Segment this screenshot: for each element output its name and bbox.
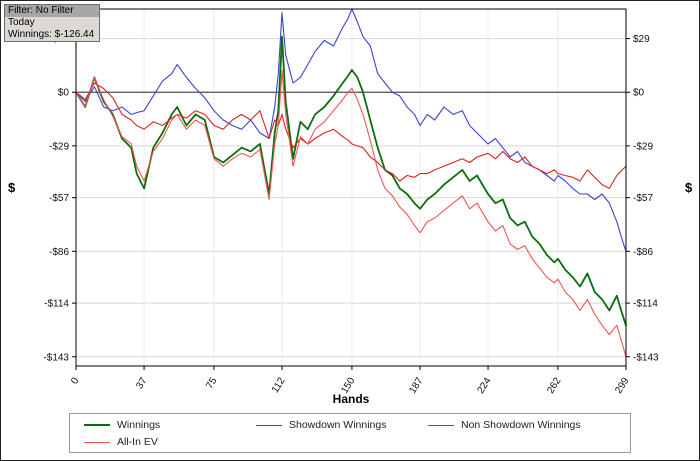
- y-tick-label-left: -$143: [43, 352, 69, 363]
- legend-label-all-in-ev: All-In EV: [117, 436, 158, 448]
- legend-label-showdown-winnings: Showdown Winnings: [289, 419, 387, 431]
- legend-swatch-non-showdown-winnings: [428, 424, 454, 426]
- series-winnings: [75, 35, 627, 327]
- y-tick-label-right: $0: [633, 88, 645, 99]
- legend-item-showdown-winnings: Showdown Winnings: [256, 418, 428, 432]
- y-tick-label-left: -$29: [49, 141, 69, 152]
- x-tick-label: 75: [204, 375, 219, 391]
- plot-border: [75, 8, 627, 367]
- legend-item-non-showdown-winnings: Non Showdown Winnings: [428, 418, 600, 432]
- x-axis-title: Hands: [332, 392, 370, 406]
- y-axis-title-left: $: [8, 180, 16, 195]
- plot-area: [76, 9, 626, 366]
- x-tick-label: 0: [69, 375, 82, 386]
- x-tick-label: 37: [134, 375, 149, 391]
- y-tick-label-right: -$57: [633, 193, 653, 204]
- y-tick-label-left: -$114: [44, 299, 69, 310]
- y-tick-label-right: -$86: [633, 247, 653, 258]
- series-showdown-winnings: [75, 8, 627, 252]
- legend-label-winnings: Winnings: [117, 419, 161, 431]
- legend-item-winnings: Winnings: [84, 418, 256, 432]
- y-tick-label-right: -$143: [633, 352, 659, 363]
- date-label: Today: [8, 17, 35, 28]
- y-tick-label-left: $0: [58, 88, 70, 99]
- y-tick-label-right: -$29: [633, 141, 653, 152]
- legend-swatch-winnings: [84, 424, 110, 426]
- y-tick-label-left: -$86: [49, 247, 69, 258]
- legend-item-all-in-ev: All-In EV: [84, 435, 256, 449]
- filter-label: Filter: No Filter: [5, 5, 100, 17]
- y-tick-label-left: -$57: [49, 193, 69, 204]
- legend-swatch-showdown-winnings: [256, 424, 282, 426]
- winnings-total-label: Winnings: $-126.44: [8, 29, 95, 40]
- filter-info-box: Filter: No Filter Today Winnings: $-126.…: [4, 4, 101, 42]
- legend-label-non-showdown-winnings: Non Showdown Winnings: [461, 419, 581, 431]
- y-tick-label-right: -$114: [633, 299, 658, 310]
- legend: Winnings Showdown Winnings Non Showdown Wi…: [69, 413, 631, 453]
- series-all-in-ev: [75, 69, 627, 358]
- y-tick-label-right: $29: [633, 34, 650, 45]
- y-axis-title-right: $: [685, 180, 693, 195]
- series-non-showdown-winnings: [75, 82, 627, 189]
- legend-swatch-all-in-ev: [84, 441, 110, 443]
